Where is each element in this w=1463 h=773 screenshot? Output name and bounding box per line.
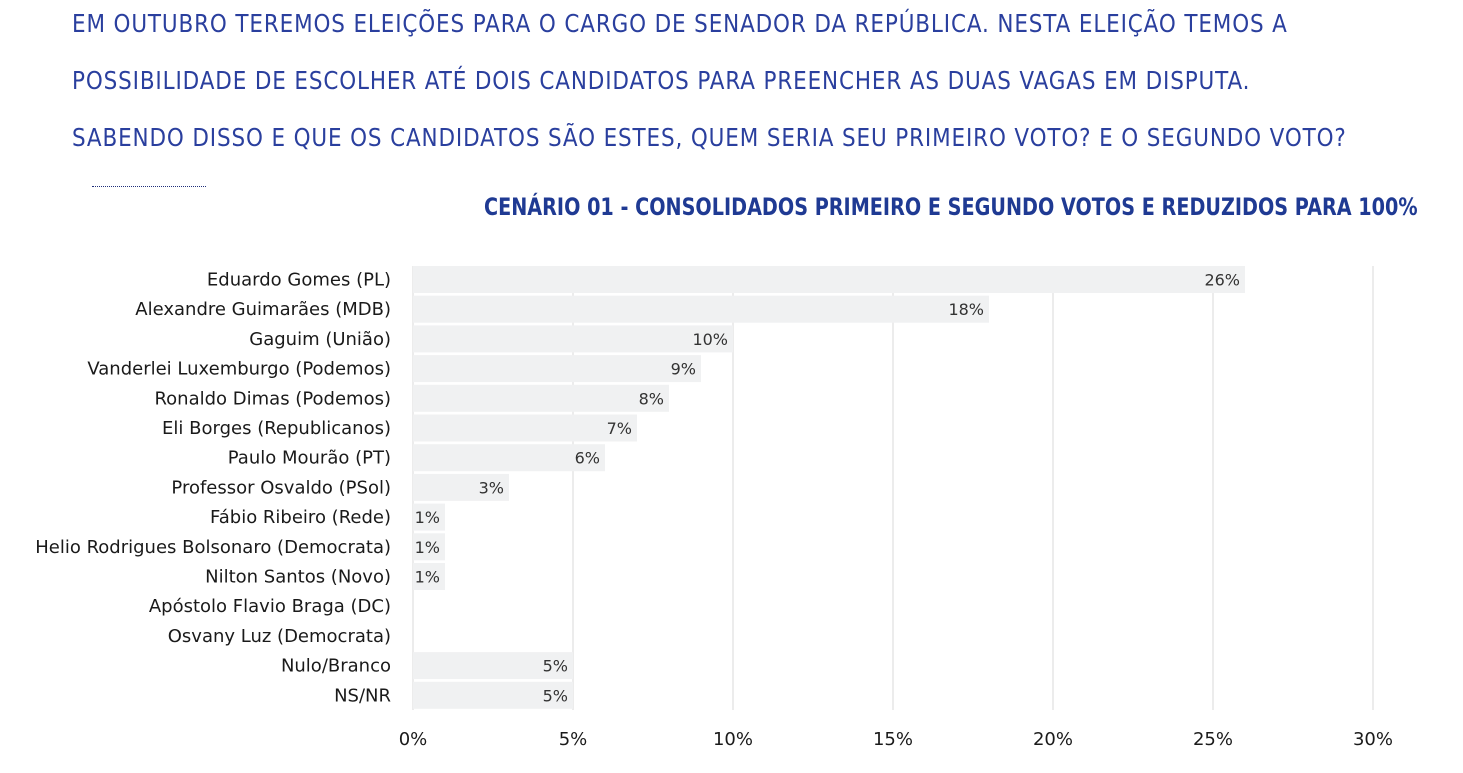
bar-2: [413, 325, 733, 353]
value-label-0: 26%: [1204, 271, 1240, 290]
category-label-5: Eli Borges (Republicanos): [162, 418, 391, 439]
x-tick-0: 0%: [399, 729, 428, 750]
x-tick-25: 25%: [1193, 729, 1233, 750]
bars: [413, 266, 1245, 709]
bar-13: [413, 652, 573, 680]
value-label-14: 5%: [543, 686, 568, 705]
x-tick-20: 20%: [1033, 729, 1073, 750]
category-labels: Eduardo Gomes (PL) Alexandre Guimarães (M…: [35, 270, 391, 707]
bar-14: [413, 681, 573, 709]
bar-5: [413, 414, 637, 442]
category-label-9: Helio Rodrigues Bolsonaro (Democrata): [35, 537, 391, 558]
intro-text: EM OUTUBRO TEREMOS ELEIÇÕES PARA O CARGO…: [72, 2, 1347, 173]
value-label-5: 7%: [607, 419, 632, 438]
x-tick-10: 10%: [713, 729, 753, 750]
intro-line-3: SABENDO DISSO E QUE OS CANDIDATOS SÃO ES…: [72, 123, 1347, 152]
category-label-11: Apóstolo Flavio Braga (DC): [149, 596, 391, 617]
category-label-0: Eduardo Gomes (PL): [207, 270, 391, 291]
bar-10: [413, 563, 445, 590]
bar-6: [413, 444, 605, 472]
value-label-13: 5%: [543, 657, 568, 676]
value-label-10: 1%: [415, 568, 440, 587]
category-label-7: Professor Osvaldo (PSol): [171, 477, 391, 498]
bar-4: [413, 384, 669, 412]
value-label-4: 8%: [639, 389, 664, 408]
intro-line-1: EM OUTUBRO TEREMOS ELEIÇÕES PARA O CARGO…: [72, 9, 1288, 38]
value-label-8: 1%: [415, 508, 440, 527]
value-labels: 26% 18% 10% 9% 8% 7% 6% 3% 1% 1% 1% 5% 5%: [415, 271, 1240, 706]
chart-title: CENÁRIO 01 - CONSOLIDADOS PRIMEIRO E SEG…: [484, 193, 1418, 221]
intro-line-2: POSSIBILIDADE DE ESCOLHER ATÉ DOIS CANDI…: [72, 66, 1251, 95]
x-tick-15: 15%: [873, 729, 913, 750]
x-tick-5: 5%: [559, 729, 588, 750]
category-label-2: Gaguim (União): [249, 329, 391, 350]
value-label-7: 3%: [479, 478, 504, 497]
category-label-6: Paulo Mourão (PT): [228, 448, 391, 469]
category-label-1: Alexandre Guimarães (MDB): [135, 299, 391, 320]
value-label-1: 18%: [948, 300, 984, 319]
bar-8: [413, 503, 445, 531]
category-label-13: Nulo/Branco: [281, 656, 391, 677]
category-label-4: Ronaldo Dimas (Podemos): [154, 388, 391, 409]
value-label-3: 9%: [671, 360, 696, 379]
value-label-9: 1%: [415, 538, 440, 557]
dotted-divider: [92, 186, 206, 187]
category-label-8: Fábio Ribeiro (Rede): [210, 507, 391, 528]
value-label-6: 6%: [575, 449, 600, 468]
bar-1: [413, 295, 989, 323]
bar-7: [413, 473, 509, 501]
category-label-10: Nilton Santos (Novo): [205, 567, 391, 588]
value-label-2: 10%: [692, 330, 728, 349]
x-tick-30: 30%: [1353, 729, 1393, 750]
category-label-3: Vanderlei Luxemburgo (Podemos): [87, 359, 391, 380]
x-axis-ticks: 0% 5% 10% 15% 20% 25% 30%: [399, 729, 1393, 750]
category-label-12: Osvany Luz (Democrata): [168, 626, 391, 647]
bar-0: [413, 266, 1245, 293]
bar-3: [413, 355, 701, 383]
category-label-14: NS/NR: [334, 685, 391, 706]
bar-9: [413, 533, 445, 561]
